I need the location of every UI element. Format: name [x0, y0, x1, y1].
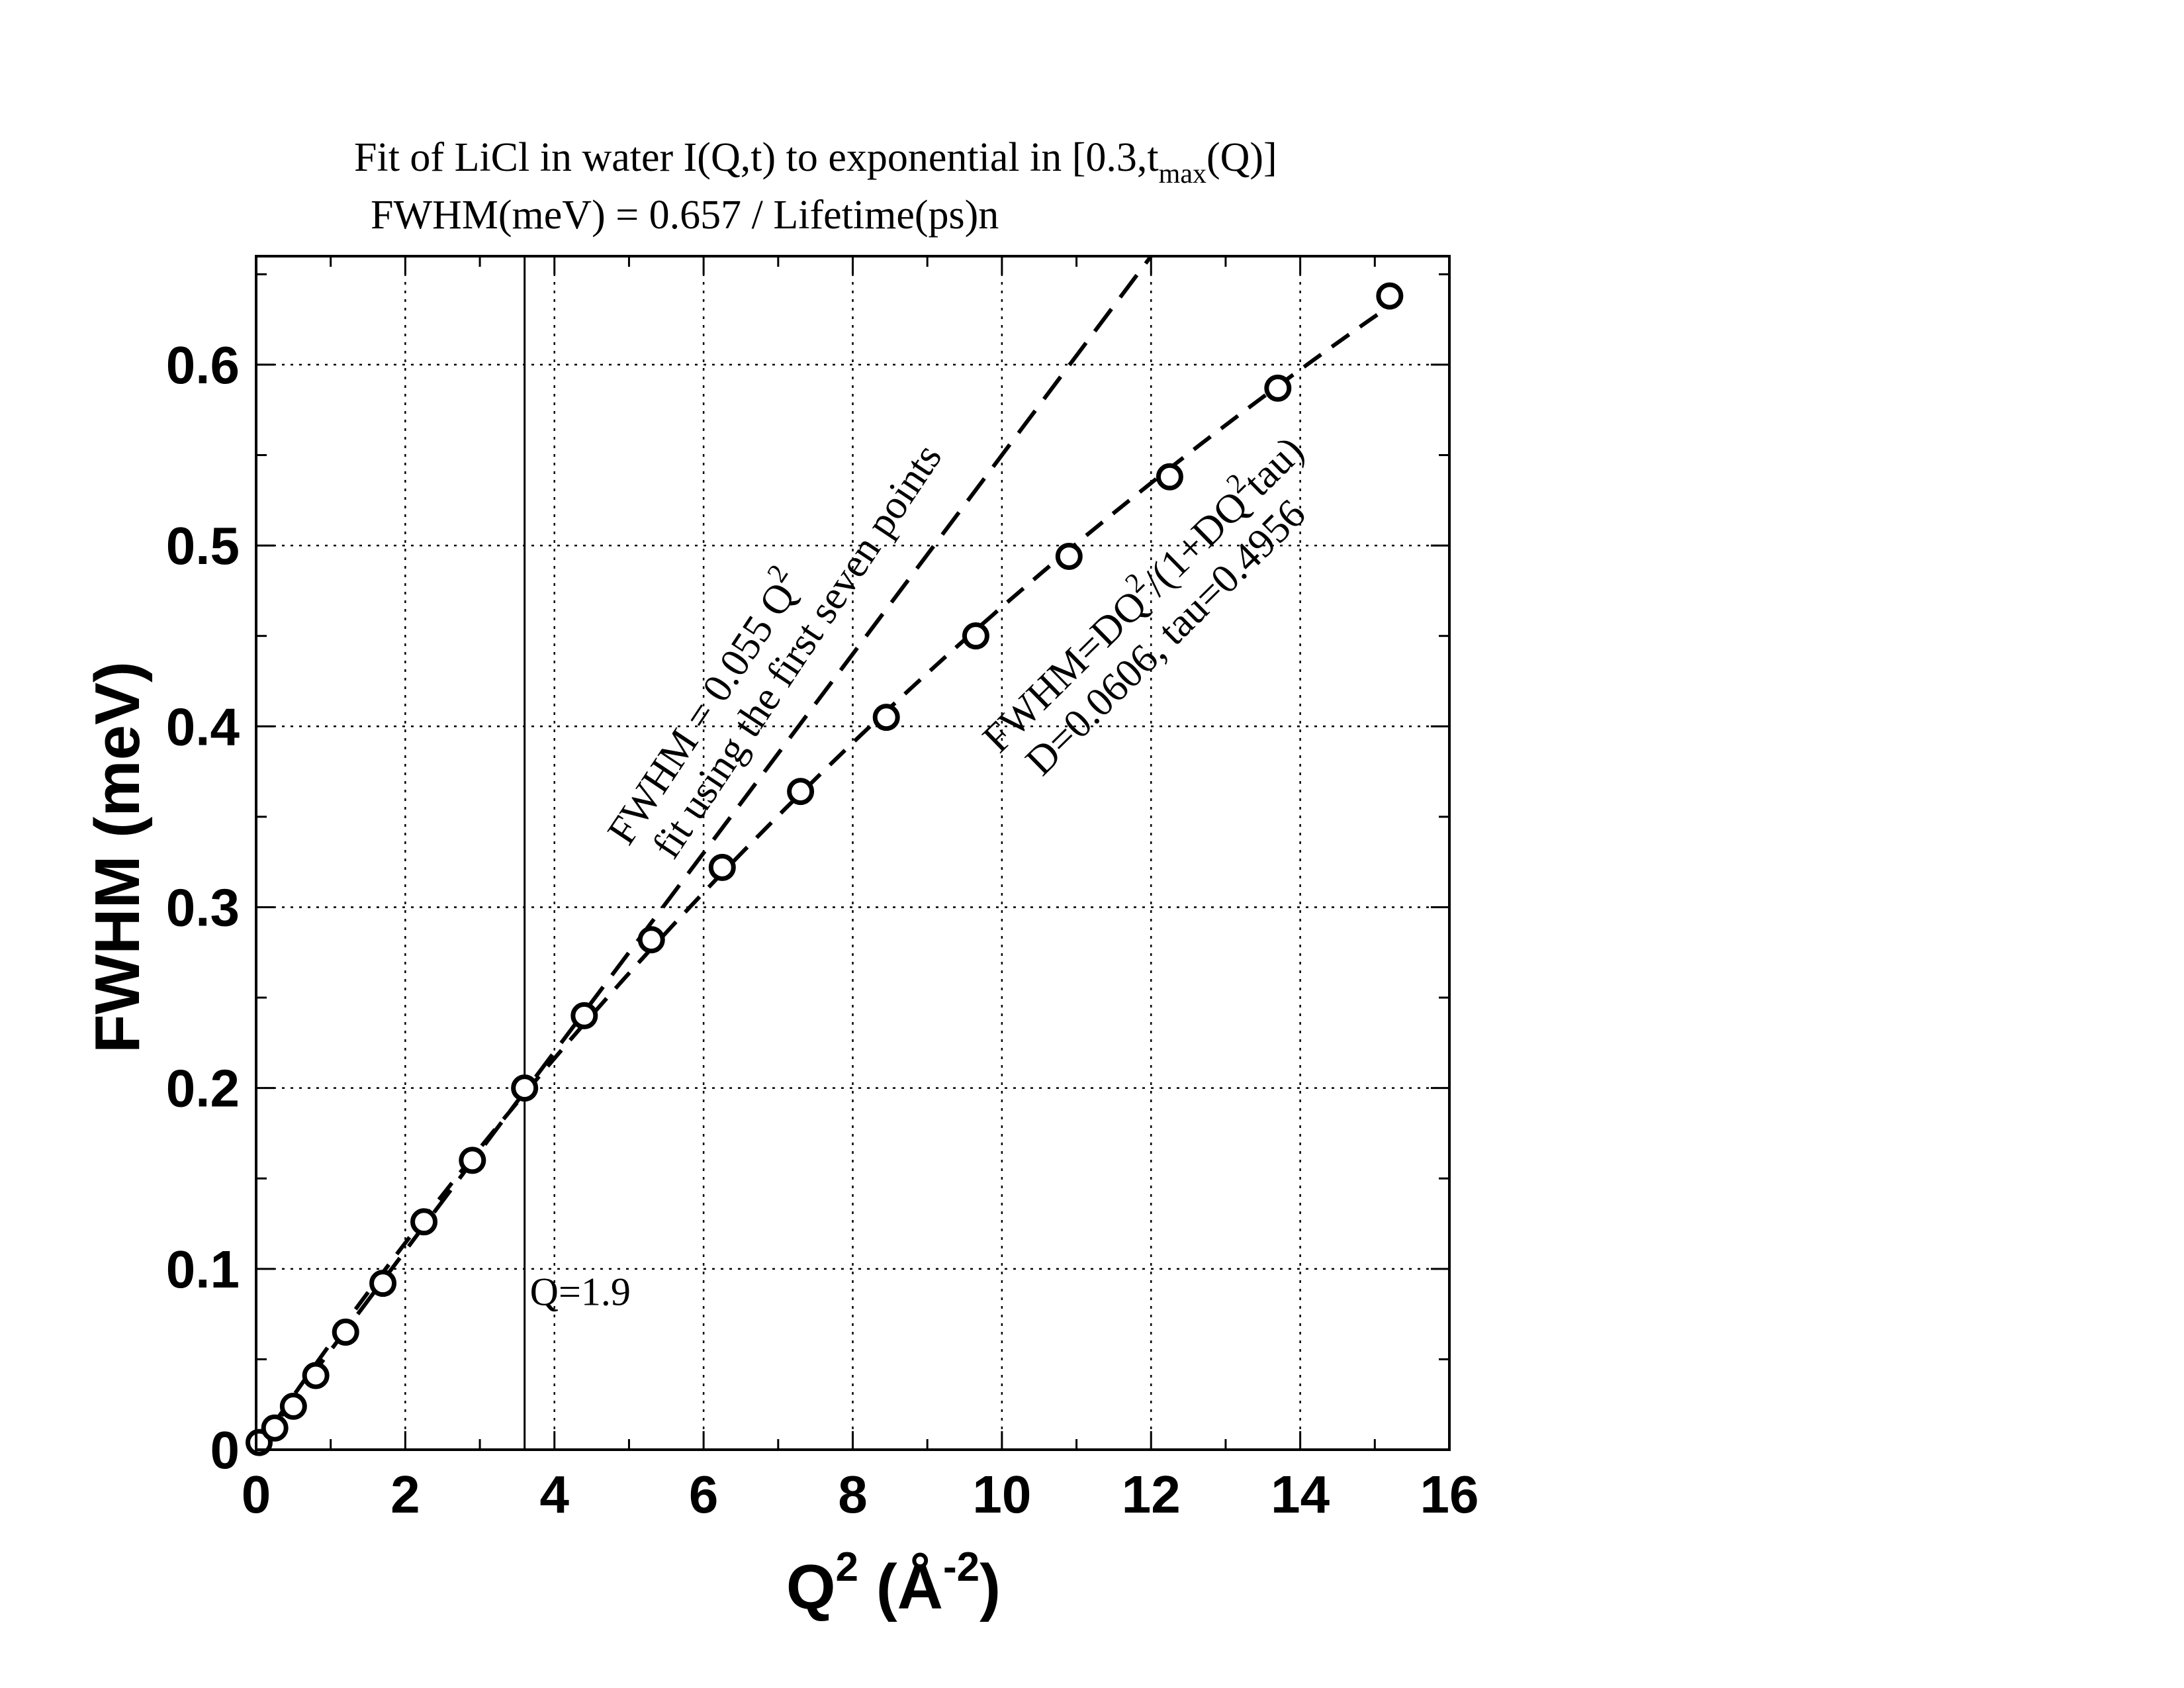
- chart-title-line1: Fit of LiCl in water I(Q,t) to exponenti…: [354, 135, 1277, 189]
- data-point: [637, 926, 665, 954]
- x-tick-label: 8: [838, 1465, 868, 1524]
- data-point: [787, 778, 815, 806]
- data-point: [962, 622, 989, 650]
- data-point: [872, 704, 900, 731]
- data-point: [1055, 542, 1083, 570]
- data-point: [279, 1392, 307, 1420]
- x-tick-label: 10: [972, 1465, 1031, 1524]
- data-point: [261, 1414, 289, 1442]
- y-tick-label: 0.6: [166, 336, 240, 395]
- data-point: [332, 1318, 359, 1346]
- data-point: [369, 1270, 397, 1297]
- x-tick-label: 2: [390, 1465, 420, 1524]
- chart-title-line2: FWHM(meV) = 0.657 / Lifetime(ps)n: [371, 193, 999, 238]
- q-reference-label: Q=1.9: [530, 1270, 631, 1313]
- x-tick-label: 12: [1122, 1465, 1181, 1524]
- data-point: [570, 1002, 598, 1029]
- grid-lines: [256, 256, 1449, 1450]
- x-tick-labels: 0 2 4 6 8 10 12 14 16: [242, 1465, 1479, 1524]
- linear-fit-line: [254, 255, 1153, 1451]
- data-point: [1264, 374, 1292, 402]
- y-axis-label: FWHM (meV): [82, 661, 153, 1053]
- data-point: [1376, 282, 1404, 310]
- y-tick-label: 0.4: [166, 697, 240, 756]
- data-point: [302, 1362, 330, 1389]
- y-tick-labels: 0 0.1 0.2 0.3 0.4 0.5 0.6: [166, 336, 240, 1479]
- data-point: [410, 1208, 438, 1236]
- saturation-fit-line: [254, 304, 1391, 1451]
- data-point: [1156, 463, 1183, 491]
- y-tick-label: 0.3: [166, 878, 240, 937]
- data-point: [511, 1074, 539, 1102]
- y-tick-label: 0.2: [166, 1059, 240, 1118]
- data-points: [246, 282, 1404, 1456]
- x-tick-label: 14: [1271, 1465, 1330, 1524]
- x-tick-label: 0: [242, 1465, 271, 1524]
- y-tick-label: 0.5: [166, 516, 240, 575]
- x-tick-label: 16: [1420, 1465, 1479, 1524]
- x-tick-label: 6: [689, 1465, 719, 1524]
- data-point: [708, 853, 736, 881]
- x-tick-label: 4: [540, 1465, 570, 1524]
- plot-frame: [255, 255, 1451, 1451]
- y-tick-label: 0.1: [166, 1240, 240, 1299]
- data-point: [459, 1147, 486, 1174]
- y-tick-label: 0: [210, 1421, 240, 1479]
- x-axis-label: Q2 (Å-2): [786, 1544, 1001, 1622]
